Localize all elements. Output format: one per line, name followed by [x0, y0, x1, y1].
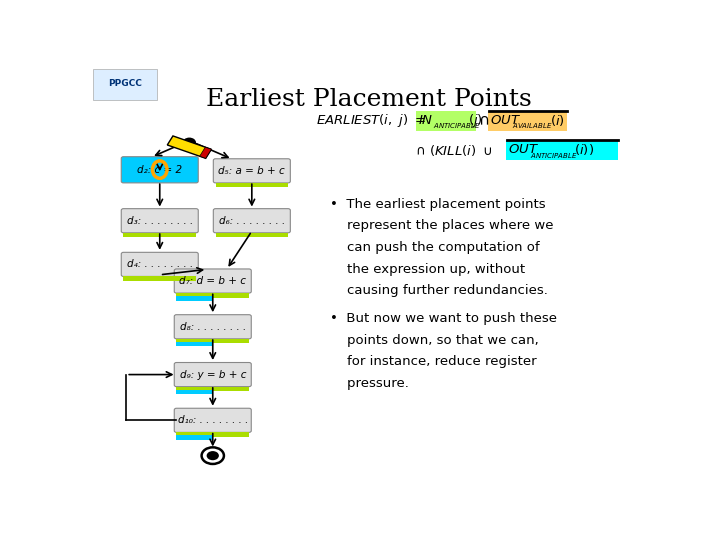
- Text: can push the computation of: can push the computation of: [330, 241, 539, 254]
- Bar: [176, 342, 213, 346]
- Text: $\mathit{ANTICIPABLE}$: $\mathit{ANTICIPABLE}$: [530, 151, 578, 159]
- Circle shape: [207, 451, 219, 460]
- Polygon shape: [199, 147, 212, 158]
- Bar: [506, 140, 618, 160]
- Text: the expression up, without: the expression up, without: [330, 263, 525, 276]
- Text: •  The earliest placement points: • The earliest placement points: [330, 198, 546, 211]
- Text: d₈: . . . . . . . .: d₈: . . . . . . . .: [179, 322, 246, 332]
- Text: d₅: a = b + c: d₅: a = b + c: [218, 166, 285, 176]
- Text: d₇: d = b + c: d₇: d = b + c: [179, 276, 246, 286]
- Text: $\mathit{OUT}$: $\mathit{OUT}$: [490, 113, 521, 126]
- Text: $\mathit{OUT}$: $\mathit{OUT}$: [508, 143, 539, 156]
- Text: d₂: c = 2: d₂: c = 2: [138, 165, 182, 175]
- Text: d₉: y = b + c: d₉: y = b + c: [179, 369, 246, 380]
- Text: $\cap\ \mathit{(KILL(i)\ \cup}$: $\cap\ \mathit{(KILL(i)\ \cup}$: [415, 143, 492, 158]
- Bar: [124, 233, 196, 238]
- Text: $\mathit{IN}$: $\mathit{IN}$: [418, 113, 433, 126]
- Text: causing further redundancies.: causing further redundancies.: [330, 285, 548, 298]
- Bar: [93, 69, 157, 100]
- Text: PPGCC: PPGCC: [108, 79, 142, 88]
- Bar: [488, 111, 567, 131]
- Text: d₁₀: . . . . . . . .: d₁₀: . . . . . . . .: [178, 415, 248, 426]
- Text: points down, so that we can,: points down, so that we can,: [330, 334, 539, 347]
- Text: •  But now we want to push these: • But now we want to push these: [330, 312, 557, 325]
- Text: $\mathit{ANTICIPABLE}$: $\mathit{ANTICIPABLE}$: [433, 122, 481, 131]
- FancyBboxPatch shape: [121, 208, 198, 233]
- FancyBboxPatch shape: [121, 157, 198, 183]
- Polygon shape: [167, 136, 212, 158]
- FancyBboxPatch shape: [174, 362, 251, 387]
- Text: pressure.: pressure.: [330, 377, 409, 390]
- Bar: [176, 433, 249, 437]
- FancyBboxPatch shape: [174, 408, 251, 433]
- Bar: [176, 293, 249, 298]
- Bar: [416, 111, 476, 131]
- FancyBboxPatch shape: [174, 269, 251, 293]
- Bar: [176, 296, 213, 301]
- Text: d₄: . . . . . . . .: d₄: . . . . . . . .: [127, 259, 193, 269]
- FancyBboxPatch shape: [213, 208, 290, 233]
- Text: for instance, reduce register: for instance, reduce register: [330, 355, 536, 368]
- FancyBboxPatch shape: [213, 159, 290, 183]
- Bar: [124, 276, 196, 281]
- Text: d₃: . . . . . . . .: d₃: . . . . . . . .: [127, 215, 193, 226]
- Text: $\mathit{(j)}$: $\mathit{(j)}$: [468, 112, 482, 129]
- Text: $\mathit{AVAILABLE}$: $\mathit{AVAILABLE}$: [513, 122, 553, 131]
- Bar: [176, 339, 249, 343]
- Text: d₆: . . . . . . . .: d₆: . . . . . . . .: [219, 215, 285, 226]
- Text: $\cap$: $\cap$: [478, 113, 489, 129]
- FancyBboxPatch shape: [174, 315, 251, 339]
- Text: $\mathit{EARLIEST(i,\ j)\ =\ }$: $\mathit{EARLIEST(i,\ j)\ =\ }$: [316, 112, 426, 130]
- Circle shape: [183, 138, 196, 147]
- Circle shape: [202, 447, 224, 464]
- Bar: [215, 183, 288, 187]
- Bar: [176, 387, 249, 391]
- Text: $\mathit{(i)}$: $\mathit{(i)}$: [550, 113, 565, 127]
- Text: represent the places where we: represent the places where we: [330, 219, 554, 233]
- Bar: [176, 389, 213, 394]
- Text: Earliest Placement Points: Earliest Placement Points: [206, 87, 532, 111]
- Bar: [176, 435, 213, 440]
- Bar: [215, 233, 288, 238]
- Text: $\mathit{(i))}$: $\mathit{(i))}$: [574, 141, 594, 157]
- FancyBboxPatch shape: [121, 252, 198, 276]
